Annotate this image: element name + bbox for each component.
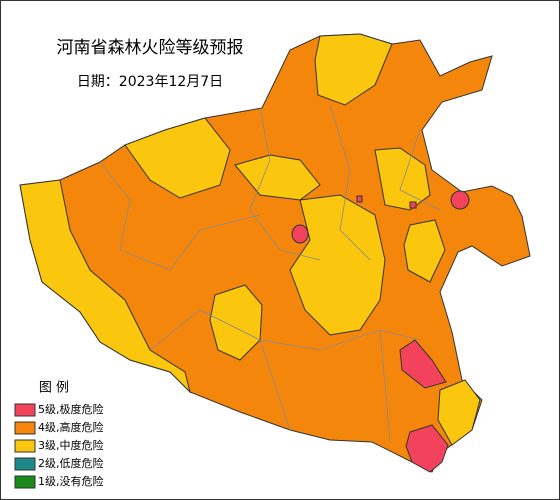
legend-swatch (14, 403, 36, 417)
legend-label: 1级,没有危险 (38, 474, 104, 488)
legend: 5级,极度危险 4级,高度危险 3级,中度危险 2级,低度危险 1级,没有危险 (14, 402, 104, 489)
title: 河南省森林火险等级预报 (57, 38, 244, 58)
zone (209, 284, 263, 361)
zone (289, 194, 386, 336)
map (19, 33, 531, 473)
zone (399, 339, 447, 389)
zone (314, 33, 393, 106)
zone (291, 224, 309, 244)
zone (124, 117, 231, 199)
zone (450, 190, 470, 210)
legend-swatch (14, 421, 36, 435)
legend-title: 图 例 (39, 381, 69, 396)
date: 日期：2023年12月7日 (77, 74, 223, 90)
legend-label: 5级,极度危险 (38, 402, 104, 416)
zone (234, 154, 321, 201)
legend-swatch (14, 475, 36, 489)
zone (405, 424, 449, 473)
zone (374, 147, 431, 211)
zone (409, 201, 417, 209)
legend-swatch (14, 457, 36, 471)
zone (356, 195, 363, 203)
zone (19, 179, 191, 394)
boundary (99, 104, 441, 441)
legend-swatch (14, 439, 36, 453)
legend-label: 2级,低度危险 (38, 456, 104, 470)
legend-label: 3级,中度危险 (38, 438, 104, 452)
zone (437, 379, 481, 446)
legend-label: 4级,高度危险 (38, 420, 104, 434)
zone (403, 219, 446, 283)
